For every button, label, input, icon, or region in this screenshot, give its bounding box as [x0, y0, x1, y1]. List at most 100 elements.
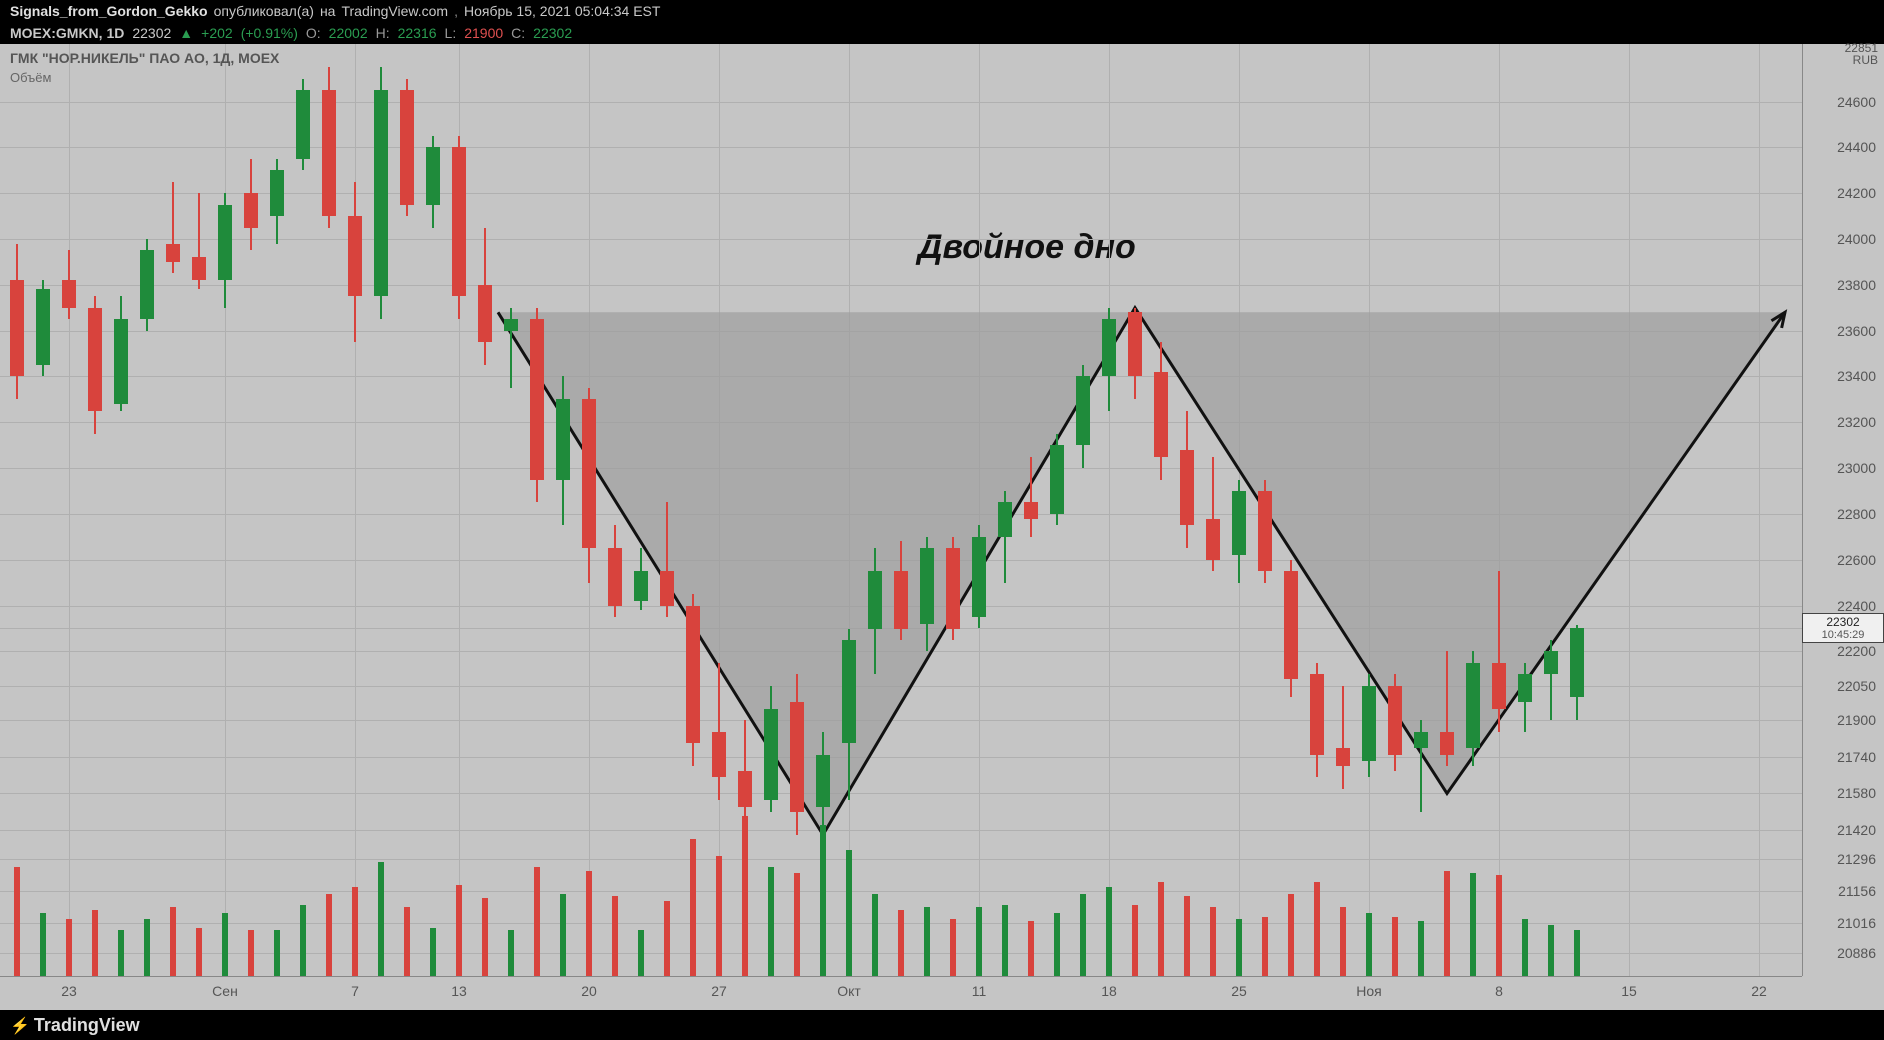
candle	[1126, 308, 1144, 400]
volume-bar	[196, 928, 202, 976]
volume-bar	[1340, 907, 1346, 976]
candle	[528, 308, 546, 503]
candle	[1490, 571, 1508, 731]
volume-bar	[352, 887, 358, 976]
y-tick: 24600	[1837, 94, 1876, 110]
volume-bar	[300, 905, 306, 976]
candle	[580, 388, 598, 583]
y-tick: 22600	[1837, 552, 1876, 568]
candle	[398, 79, 416, 216]
volume-bar	[1366, 913, 1372, 976]
volume-bar	[170, 907, 176, 976]
candle	[372, 67, 390, 319]
y-tick: 21016	[1837, 915, 1876, 931]
chart-container[interactable]: ГМК "НОР.НИКЕЛЬ" ПАО АО, 1Д, MOEX Объём …	[0, 44, 1884, 1010]
y-tick: 24400	[1837, 139, 1876, 155]
candle	[1022, 457, 1040, 537]
candle	[684, 594, 702, 766]
candle	[632, 548, 650, 610]
candle	[1204, 457, 1222, 572]
last-price: 22302	[132, 25, 171, 41]
candle	[1360, 674, 1378, 777]
y-tick: 23400	[1837, 368, 1876, 384]
volume-bar	[1522, 919, 1528, 976]
volume-bar	[1106, 887, 1112, 976]
chart-title: ГМК "НОР.НИКЕЛЬ" ПАО АО, 1Д, MOEX	[10, 50, 279, 66]
volume-bar	[404, 907, 410, 976]
y-tick: 21156	[1838, 883, 1876, 899]
x-tick: Сен	[212, 983, 238, 999]
candle	[606, 525, 624, 617]
candle	[1516, 663, 1534, 732]
candle	[710, 663, 728, 800]
y-tick: 23200	[1837, 414, 1876, 430]
y-tick: 21420	[1837, 822, 1876, 838]
candle	[164, 182, 182, 274]
volume-bar	[92, 910, 98, 976]
candle	[840, 629, 858, 801]
chart-plot[interactable]: ГМК "НОР.НИКЕЛЬ" ПАО АО, 1Д, MOEX Объём …	[0, 44, 1802, 976]
y-tick: 24000	[1837, 231, 1876, 247]
volume-bar	[1210, 907, 1216, 976]
volume-bar	[40, 913, 46, 976]
volume-bar	[1002, 905, 1008, 976]
volume-bar	[1392, 917, 1398, 976]
candle	[60, 250, 78, 319]
volume-bar	[14, 867, 20, 976]
volume-bar	[1444, 871, 1450, 976]
volume-bar	[326, 894, 332, 976]
y-tick: 23000	[1837, 460, 1876, 476]
candle	[86, 296, 104, 433]
volume-bar	[1574, 930, 1580, 976]
candle	[1230, 480, 1248, 583]
candle	[814, 732, 832, 869]
candle	[996, 491, 1014, 583]
candle	[1282, 560, 1300, 697]
volume-bar	[456, 885, 462, 976]
volume-bar	[144, 919, 150, 976]
candle	[1542, 640, 1560, 720]
y-tick: 23800	[1837, 277, 1876, 293]
volume-bar	[222, 913, 228, 976]
annotation-text: Двойное дно	[918, 228, 1136, 267]
candle	[944, 537, 962, 640]
volume-bar	[508, 930, 514, 976]
x-tick: 18	[1101, 983, 1117, 999]
candle	[1308, 663, 1326, 778]
volume-bar	[482, 898, 488, 976]
y-tick: 22200	[1837, 643, 1876, 659]
volume-bar	[274, 930, 280, 976]
candle	[1074, 365, 1092, 468]
change-abs: +202	[201, 25, 233, 41]
candle	[1568, 625, 1586, 720]
author-name: Signals_from_Gordon_Gekko	[10, 3, 208, 19]
volume-bar	[1262, 917, 1268, 976]
candle	[1100, 308, 1118, 411]
candle	[1412, 720, 1430, 812]
candle	[216, 193, 234, 308]
candle	[242, 159, 260, 251]
volume-bar	[1548, 925, 1554, 976]
y-tick: 21900	[1837, 712, 1876, 728]
candle	[1256, 480, 1274, 583]
candle	[1152, 342, 1170, 479]
y-tick: 21296	[1837, 851, 1876, 867]
volume-bar	[872, 894, 878, 976]
x-tick: 20	[581, 983, 597, 999]
publish-date: Ноябрь 15, 2021 05:04:34 EST	[464, 3, 660, 19]
volume-bar	[1418, 921, 1424, 976]
candle	[970, 525, 988, 628]
y-tick: 24200	[1837, 185, 1876, 201]
volume-bar	[534, 867, 540, 976]
volume-bar	[1054, 913, 1060, 976]
candle	[1464, 651, 1482, 766]
candle	[450, 136, 468, 319]
volume-bar	[612, 896, 618, 976]
volume-bar	[1288, 894, 1294, 976]
x-tick: 11	[972, 983, 987, 999]
volume-bar	[794, 873, 800, 976]
change-arrow: ▲	[179, 25, 193, 41]
candle	[918, 537, 936, 652]
change-pct: (+0.91%)	[241, 25, 298, 41]
candle	[1438, 651, 1456, 766]
